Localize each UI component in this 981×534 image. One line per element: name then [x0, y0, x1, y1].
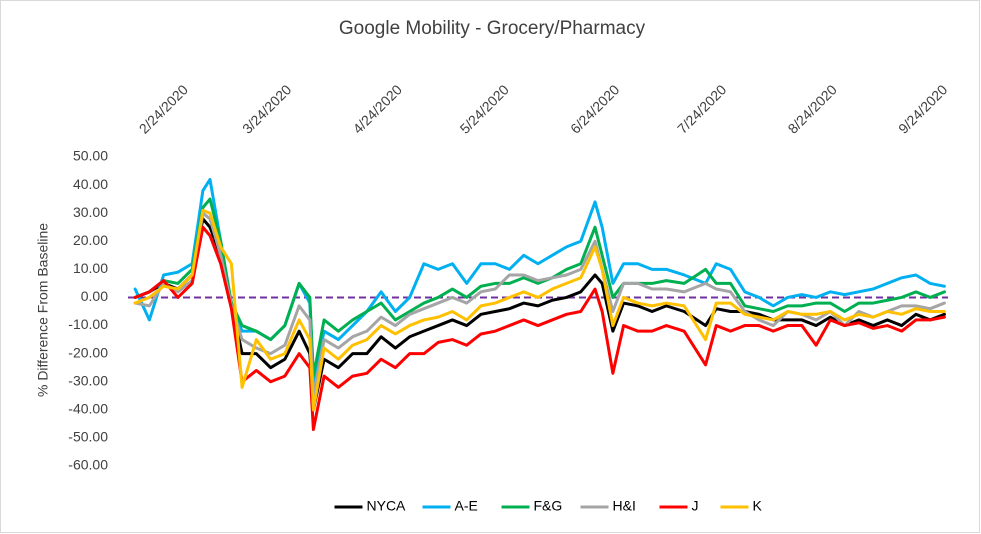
chart-title: Google Mobility - Grocery/Pharmacy — [339, 18, 646, 39]
y-tick-label: 20.00 — [73, 232, 108, 248]
legend-label: F&G — [534, 498, 563, 514]
y-tick-label: -30.00 — [68, 372, 108, 388]
y-tick-label: 50.00 — [73, 148, 108, 164]
series-line — [133, 217, 946, 412]
y-tick-label: 0.00 — [81, 288, 108, 304]
y-tick-label: 40.00 — [73, 176, 108, 192]
legend-label: J — [692, 498, 699, 514]
y-tick-label: -60.00 — [68, 457, 108, 473]
legend-label: H&I — [613, 498, 636, 514]
legend-label: K — [753, 498, 763, 514]
series-line — [133, 208, 946, 412]
y-axis-title: % Difference From Baseline — [35, 223, 51, 397]
y-tick-label: 10.00 — [73, 260, 108, 276]
series-line — [133, 197, 946, 378]
legend-label: A-E — [455, 498, 478, 514]
y-tick-label: -50.00 — [68, 429, 108, 445]
y-tick-label: -40.00 — [68, 401, 108, 417]
series-line — [133, 225, 946, 431]
y-tick-label: -20.00 — [68, 344, 108, 360]
y-tick-label: -10.00 — [68, 316, 108, 332]
y-tick-label: 30.00 — [73, 204, 108, 220]
legend-label: NYCA — [367, 498, 407, 514]
